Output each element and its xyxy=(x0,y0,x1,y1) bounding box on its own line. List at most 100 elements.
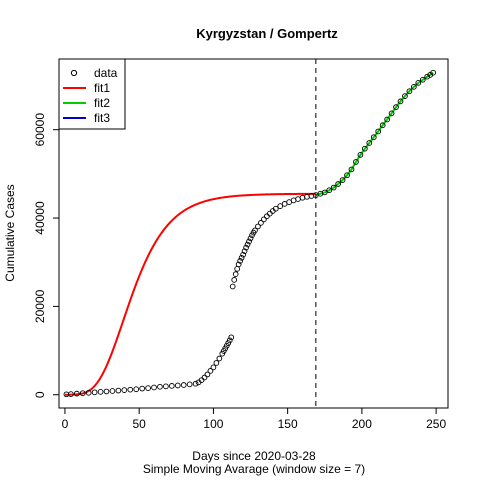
fit2-layer xyxy=(315,71,434,197)
data-point xyxy=(157,383,163,390)
data-point xyxy=(362,145,368,152)
data-point xyxy=(213,360,220,366)
data-point xyxy=(115,387,122,394)
data-point xyxy=(226,337,233,344)
data-point xyxy=(243,244,249,251)
data-point xyxy=(247,235,254,242)
y-tick-label: 20000 xyxy=(33,289,47,323)
x-tick-label: 0 xyxy=(62,417,69,431)
data-point xyxy=(204,371,211,378)
data-point xyxy=(121,387,128,393)
data-point xyxy=(244,241,251,248)
plot-frame xyxy=(58,58,449,409)
data-point xyxy=(379,122,386,129)
data-point xyxy=(419,76,426,83)
data-point xyxy=(272,205,279,212)
data-point xyxy=(186,381,193,388)
x-tick-label: 250 xyxy=(426,417,446,431)
data-point xyxy=(180,382,187,388)
data-point xyxy=(246,238,252,245)
data-point xyxy=(326,187,333,194)
data-point xyxy=(207,368,214,374)
data-point xyxy=(228,334,235,341)
data-point xyxy=(174,382,181,389)
data-point xyxy=(139,385,146,392)
fit1-line xyxy=(64,192,316,396)
y-axis: 0 20000 40000 60000 xyxy=(33,113,59,398)
data-point xyxy=(424,73,431,80)
data-point xyxy=(321,189,328,196)
data-point xyxy=(411,83,417,90)
data-point xyxy=(299,194,306,201)
data-point xyxy=(210,364,217,371)
data-point xyxy=(73,390,80,397)
data-point xyxy=(330,184,337,191)
x-axis: 0 50 100 150 200 250 xyxy=(62,408,446,431)
legend: data fit1 fit2 fit3 xyxy=(58,58,126,130)
data-point xyxy=(145,385,151,391)
legend-key-data xyxy=(70,69,78,77)
data-point xyxy=(216,355,223,362)
legend-label-fit2: fit2 xyxy=(94,96,110,110)
data-point xyxy=(237,258,243,264)
x-tick-label: 150 xyxy=(278,417,298,431)
y-tick-label: 0 xyxy=(33,391,47,398)
fit1-layer xyxy=(64,192,316,396)
x-tick-label: 100 xyxy=(203,417,223,431)
data-point xyxy=(192,380,199,387)
data-point xyxy=(103,388,110,395)
data-point xyxy=(277,203,284,209)
data-point xyxy=(232,271,239,277)
data-point xyxy=(252,227,258,234)
fit2-line xyxy=(315,71,434,197)
data-point xyxy=(402,93,408,99)
x-tick-label: 200 xyxy=(352,417,372,431)
data-point xyxy=(241,248,248,255)
data-point xyxy=(366,140,373,146)
data-point xyxy=(393,104,399,111)
data-point xyxy=(151,384,157,391)
legend-label-fit1: fit1 xyxy=(94,81,110,95)
y-tick-label: 60000 xyxy=(33,113,47,147)
data-point xyxy=(68,391,74,397)
data-point xyxy=(406,88,413,95)
data-point xyxy=(97,389,104,395)
y-tick-label: 40000 xyxy=(33,201,47,235)
data-point xyxy=(357,152,364,158)
data-point xyxy=(388,110,395,117)
data-point xyxy=(229,283,236,290)
x-axis-subtitle: Simple Moving Avarage (window size = 7) xyxy=(143,462,365,476)
data-point xyxy=(264,213,270,220)
x-axis-label: Days since 2020-03-28 xyxy=(192,449,316,463)
data-point xyxy=(85,389,92,396)
data-point xyxy=(258,220,264,226)
data-point xyxy=(238,254,245,261)
data-point xyxy=(335,181,341,187)
data-point xyxy=(133,386,140,393)
data-points xyxy=(63,69,437,398)
data-point xyxy=(163,383,169,390)
data-point xyxy=(201,374,208,381)
data-point xyxy=(397,98,404,105)
data-point xyxy=(348,166,355,173)
data-point xyxy=(344,172,350,179)
data-point xyxy=(127,386,134,393)
data-point xyxy=(168,383,175,389)
x-tick-label: 50 xyxy=(132,417,146,431)
y-axis-label: Cumulative Cases xyxy=(3,184,17,281)
chart-title: Kyrgyzstan / Gompertz xyxy=(196,26,338,41)
data-point xyxy=(231,277,238,283)
data-point xyxy=(304,193,310,200)
data-point xyxy=(430,69,437,76)
data-point xyxy=(375,128,382,135)
data-point xyxy=(384,116,390,123)
legend-label-fit3: fit3 xyxy=(94,111,110,125)
data-point xyxy=(370,134,377,141)
legend-label-data: data xyxy=(94,66,118,80)
data-point xyxy=(91,389,98,396)
data-point xyxy=(339,177,346,183)
data-point xyxy=(240,251,246,258)
data-point xyxy=(415,80,422,86)
data-point xyxy=(261,216,267,223)
